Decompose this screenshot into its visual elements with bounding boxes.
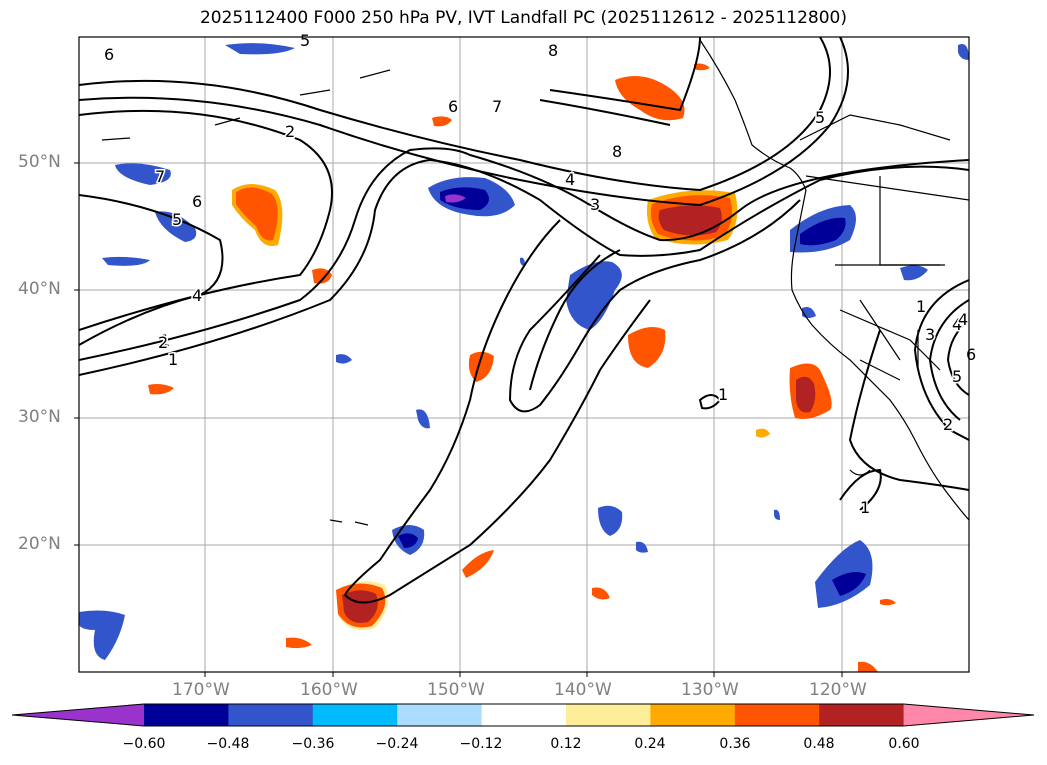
contour-label: 1 [718, 385, 728, 404]
contour-label: 2 [285, 122, 295, 141]
contour-label: 4 [565, 170, 575, 189]
contour-label: 8 [548, 41, 558, 60]
contour-label: 5 [172, 210, 182, 229]
contour-label: 4 [958, 310, 968, 329]
map-title: 2025112400 F000 250 hPa PV, IVT Landfall… [199, 8, 847, 28]
colorbar [11, 703, 1035, 727]
colorbar-segment [819, 704, 905, 726]
contour-label: 7 [155, 167, 165, 186]
contour-label: 4 [952, 315, 962, 334]
contour-label: 1 [860, 498, 870, 517]
contour-label: 2 [158, 333, 168, 352]
contour-label: 3 [925, 325, 935, 344]
map-frame-border [78, 36, 970, 673]
colorbar-segment [481, 704, 567, 726]
contour-label: 6 [192, 192, 202, 211]
contour-label: 7 [492, 97, 502, 116]
contour-label: 6 [104, 45, 114, 64]
contour-label: 2 [943, 415, 953, 434]
lat-label-20n: 20°N [18, 534, 61, 554]
gridlines [79, 37, 969, 672]
colorbar-tick-label: −0.60 [122, 736, 166, 752]
contour-label: 3 [590, 195, 600, 214]
contour-label: 1 [916, 297, 926, 316]
colorbar-tick-label: 0.24 [634, 736, 666, 752]
contour-label: 1 [160, 331, 170, 350]
contour-label: 4 [192, 286, 202, 305]
colorbar-outline [11, 703, 1035, 727]
colorbar-tick-label: 0.12 [550, 736, 582, 752]
lon-label-120w: 120°W [809, 680, 867, 700]
contour-label: 6 [448, 97, 458, 116]
colorbar-tick-label: −0.12 [459, 736, 503, 752]
colorbar-segment [144, 704, 229, 726]
colorbar-tick-label: −0.24 [375, 736, 419, 752]
colorbar-extend-low [12, 704, 144, 726]
lat-label-50n: 50°N [18, 152, 61, 172]
colorbar-tick-label: 0.48 [803, 736, 835, 752]
lat-label-30n: 30°N [18, 407, 61, 427]
colorbar-tick-label: −0.48 [206, 736, 250, 752]
colorbar-tick-label: −0.36 [291, 736, 335, 752]
contour-label: 5 [815, 108, 825, 127]
ivt-contours [79, 37, 969, 604]
lon-label-130w: 130°W [681, 680, 739, 700]
lon-label-140w: 140°W [554, 680, 612, 700]
lon-label-150w: 150°W [427, 680, 485, 700]
contour-label: 8 [612, 142, 622, 161]
contour-label: 6 [966, 345, 976, 364]
contour-label: 5 [300, 31, 310, 50]
colorbar-segment [734, 704, 820, 726]
colorbar-segment [397, 704, 483, 726]
lon-label-170w: 170°W [172, 680, 230, 700]
colorbar-extend-high [903, 704, 1034, 726]
colorbar-tick-label: 0.60 [888, 736, 920, 752]
axis-ticks [74, 162, 843, 677]
lat-label-40n: 40°N [18, 279, 61, 299]
colorbar-tick-label: 0.36 [719, 736, 751, 752]
colorbar-segment [228, 704, 314, 726]
lon-label-160w: 160°W [300, 680, 358, 700]
contour-label: 1 [168, 350, 178, 369]
colorbar-segment [312, 704, 398, 726]
map-frame-bg [79, 37, 969, 672]
colorbar-segment [650, 704, 736, 726]
colorbar-segment [566, 704, 651, 726]
contour-label: 5 [952, 367, 962, 386]
